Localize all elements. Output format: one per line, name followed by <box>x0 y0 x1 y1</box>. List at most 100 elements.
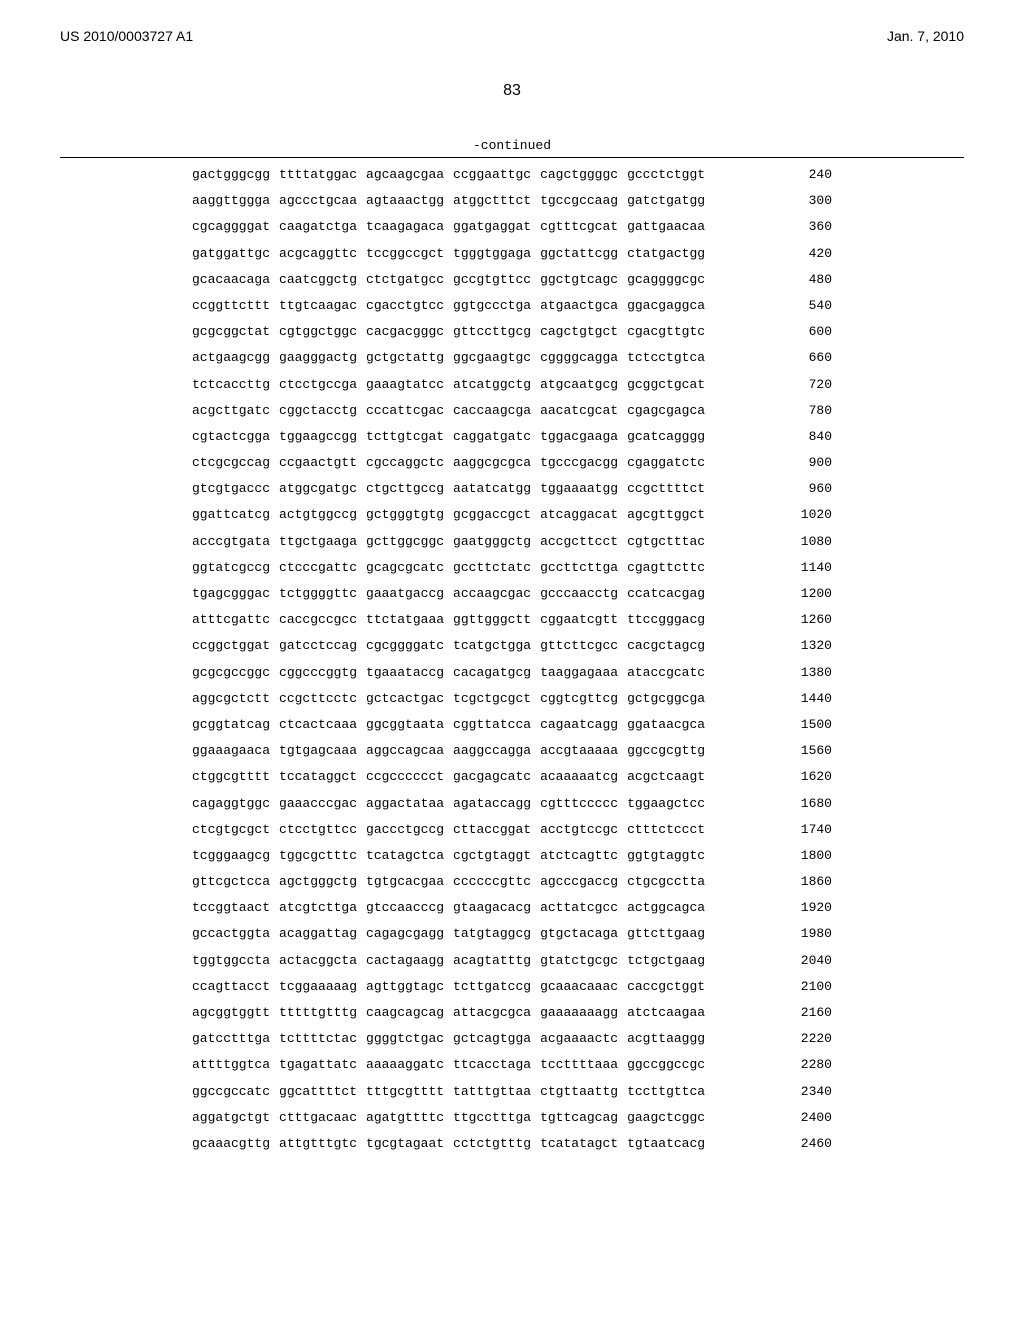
sequence-group: ttgctgaaga <box>279 535 357 548</box>
sequence-row: tgagcgggactctggggttcgaaatgaccgaccaagcgac… <box>192 587 832 600</box>
sequence-group: tccataggct <box>279 770 357 783</box>
sequence-group: gaagggactg <box>279 351 357 364</box>
sequence-listing: gactgggcggttttatggacagcaagcgaaccggaattgc… <box>192 168 832 1150</box>
sequence-group: cgccaggctc <box>366 456 444 469</box>
sequence-group: tggaaaatgg <box>540 482 618 495</box>
sequence-group: gttcttgaag <box>627 927 705 940</box>
sequence-row: tcgggaagcgtggcgctttctcatagctcacgctgtaggt… <box>192 849 832 862</box>
sequence-groups: gatcctttgatcttttctacggggtctgacgctcagtgga… <box>192 1032 705 1045</box>
sequence-group: gaatgggctg <box>453 535 531 548</box>
sequence-group: agcggtggtt <box>192 1006 270 1019</box>
sequence-group: agcgttggct <box>627 508 705 521</box>
sequence-row: atttcgattccaccgccgccttctatgaaaggttgggctt… <box>192 613 832 626</box>
sequence-group: ttttatggac <box>279 168 357 181</box>
sequence-row: cgtactcggatggaagccggtcttgtcgatcaggatgatc… <box>192 430 832 443</box>
sequence-group: atctcaagaa <box>627 1006 705 1019</box>
sequence-group: acgaaaactc <box>540 1032 618 1045</box>
sequence-groups: gccactggtaacaggattagcagagcgaggtatgtaggcg… <box>192 927 705 940</box>
sequence-position: 900 <box>782 456 832 469</box>
sequence-group: cgacctgtcc <box>366 299 444 312</box>
sequence-position: 1320 <box>782 639 832 652</box>
sequence-group: cacgctagcg <box>627 639 705 652</box>
sequence-group: ttctatgaaa <box>366 613 444 626</box>
sequence-group: cggggcagga <box>540 351 618 364</box>
sequence-groups: ggtatcgccgctcccgattcgcagcgcatcgccttctatc… <box>192 561 705 574</box>
sequence-group: ctgcttgccg <box>366 482 444 495</box>
sequence-group: gctcactgac <box>366 692 444 705</box>
sequence-group: gattgaacaa <box>627 220 705 233</box>
sequence-position: 780 <box>782 404 832 417</box>
sequence-group: tcaagagaca <box>366 220 444 233</box>
sequence-group: agatgttttc <box>366 1111 444 1124</box>
sequence-group: tatgtaggcg <box>453 927 531 940</box>
sequence-group: gccttcttga <box>540 561 618 574</box>
sequence-group: caatcggctg <box>279 273 357 286</box>
sequence-row: ctggcgtttttccataggctccgcccccctgacgagcatc… <box>192 770 832 783</box>
sequence-group: agttggtagc <box>366 980 444 993</box>
sequence-group: gaccctgccg <box>366 823 444 836</box>
sequence-group: gaagctcggc <box>627 1111 705 1124</box>
sequence-group: aaggcgcgca <box>453 456 531 469</box>
sequence-group: gcggaccgct <box>453 508 531 521</box>
page-number: 83 <box>0 82 1024 100</box>
sequence-groups: ctcgtgcgctctcctgttccgaccctgccgcttaccggat… <box>192 823 705 836</box>
sequence-group: atttcgattc <box>192 613 270 626</box>
sequence-group: ttccgggacg <box>627 613 705 626</box>
sequence-group: tgagattatc <box>279 1058 357 1071</box>
sequence-group: gccgtgttcc <box>453 273 531 286</box>
sequence-group: gatcctccag <box>279 639 357 652</box>
sequence-group: cacagatgcg <box>453 666 531 679</box>
sequence-group: ctttctccct <box>627 823 705 836</box>
sequence-group: cgcggggatc <box>366 639 444 652</box>
sequence-groups: tctcaccttgctcctgccgagaaagtatccatcatggctg… <box>192 378 705 391</box>
sequence-group: cctctgtttg <box>453 1137 531 1150</box>
sequence-group: actacggcta <box>279 954 357 967</box>
sequence-groups: acgcttgatccggctacctgcccattcgaccaccaagcga… <box>192 404 705 417</box>
sequence-group: ggctattcgg <box>540 247 618 260</box>
sequence-group: tcttgatccg <box>453 980 531 993</box>
sequence-group: cgagttcttc <box>627 561 705 574</box>
sequence-group: gtgctacaga <box>540 927 618 940</box>
sequence-group: tccttttaaa <box>540 1058 618 1071</box>
sequence-group: caccgctggt <box>627 980 705 993</box>
sequence-group: cagaatcagg <box>540 718 618 731</box>
sequence-group: ccggttcttt <box>192 299 270 312</box>
sequence-group: acgttaaggg <box>627 1032 705 1045</box>
sequence-group: tgaaataccg <box>366 666 444 679</box>
sequence-group: tcttgtcgat <box>366 430 444 443</box>
sequence-position: 1920 <box>782 901 832 914</box>
sequence-groups: ctcgcgccagccgaactgttcgccaggctcaaggcgcgca… <box>192 456 705 469</box>
sequence-groups: gactgggcggttttatggacagcaagcgaaccggaattgc… <box>192 168 705 181</box>
sequence-group: gatggattgc <box>192 247 270 260</box>
sequence-group: caccgccgcc <box>279 613 357 626</box>
sequence-group: cgagcgagca <box>627 404 705 417</box>
sequence-group: ggtgccctga <box>453 299 531 312</box>
sequence-groups: ccagttaccttcggaaaaagagttggtagctcttgatccg… <box>192 980 705 993</box>
sequence-group: acgctcaagt <box>627 770 705 783</box>
sequence-group: atgaactgca <box>540 299 618 312</box>
sequence-position: 480 <box>782 273 832 286</box>
sequence-groups: gcacaacagacaatcggctgctctgatgccgccgtgttcc… <box>192 273 705 286</box>
sequence-group: ccatcacgag <box>627 587 705 600</box>
sequence-group: tgcccgacgg <box>540 456 618 469</box>
sequence-position: 840 <box>782 430 832 443</box>
divider-top <box>60 157 964 158</box>
sequence-groups: gatggattgcacgcaggttctccggccgcttgggtggaga… <box>192 247 705 260</box>
sequence-row: gatcctttgatcttttctacggggtctgacgctcagtgga… <box>192 1032 832 1045</box>
sequence-row: gccactggtaacaggattagcagagcgaggtatgtaggcg… <box>192 927 832 940</box>
sequence-group: tcgctgcgct <box>453 692 531 705</box>
sequence-group: gccactggta <box>192 927 270 940</box>
sequence-group: aaggccagga <box>453 744 531 757</box>
sequence-group: ggctgtcagc <box>540 273 618 286</box>
sequence-group: ctgcgcctta <box>627 875 705 888</box>
sequence-group: ctcctgttcc <box>279 823 357 836</box>
sequence-group: gcaaacaaac <box>540 980 618 993</box>
sequence-group: cgtttccccc <box>540 797 618 810</box>
sequence-group: gcaggggcgc <box>627 273 705 286</box>
sequence-position: 1080 <box>782 535 832 548</box>
sequence-groups: gcggtatcagctcactcaaaggcggtaatacggttatcca… <box>192 718 705 731</box>
sequence-position: 2280 <box>782 1058 832 1071</box>
sequence-group: tccggtaact <box>192 901 270 914</box>
sequence-position: 1680 <box>782 797 832 810</box>
sequence-group: accaagcgac <box>453 587 531 600</box>
